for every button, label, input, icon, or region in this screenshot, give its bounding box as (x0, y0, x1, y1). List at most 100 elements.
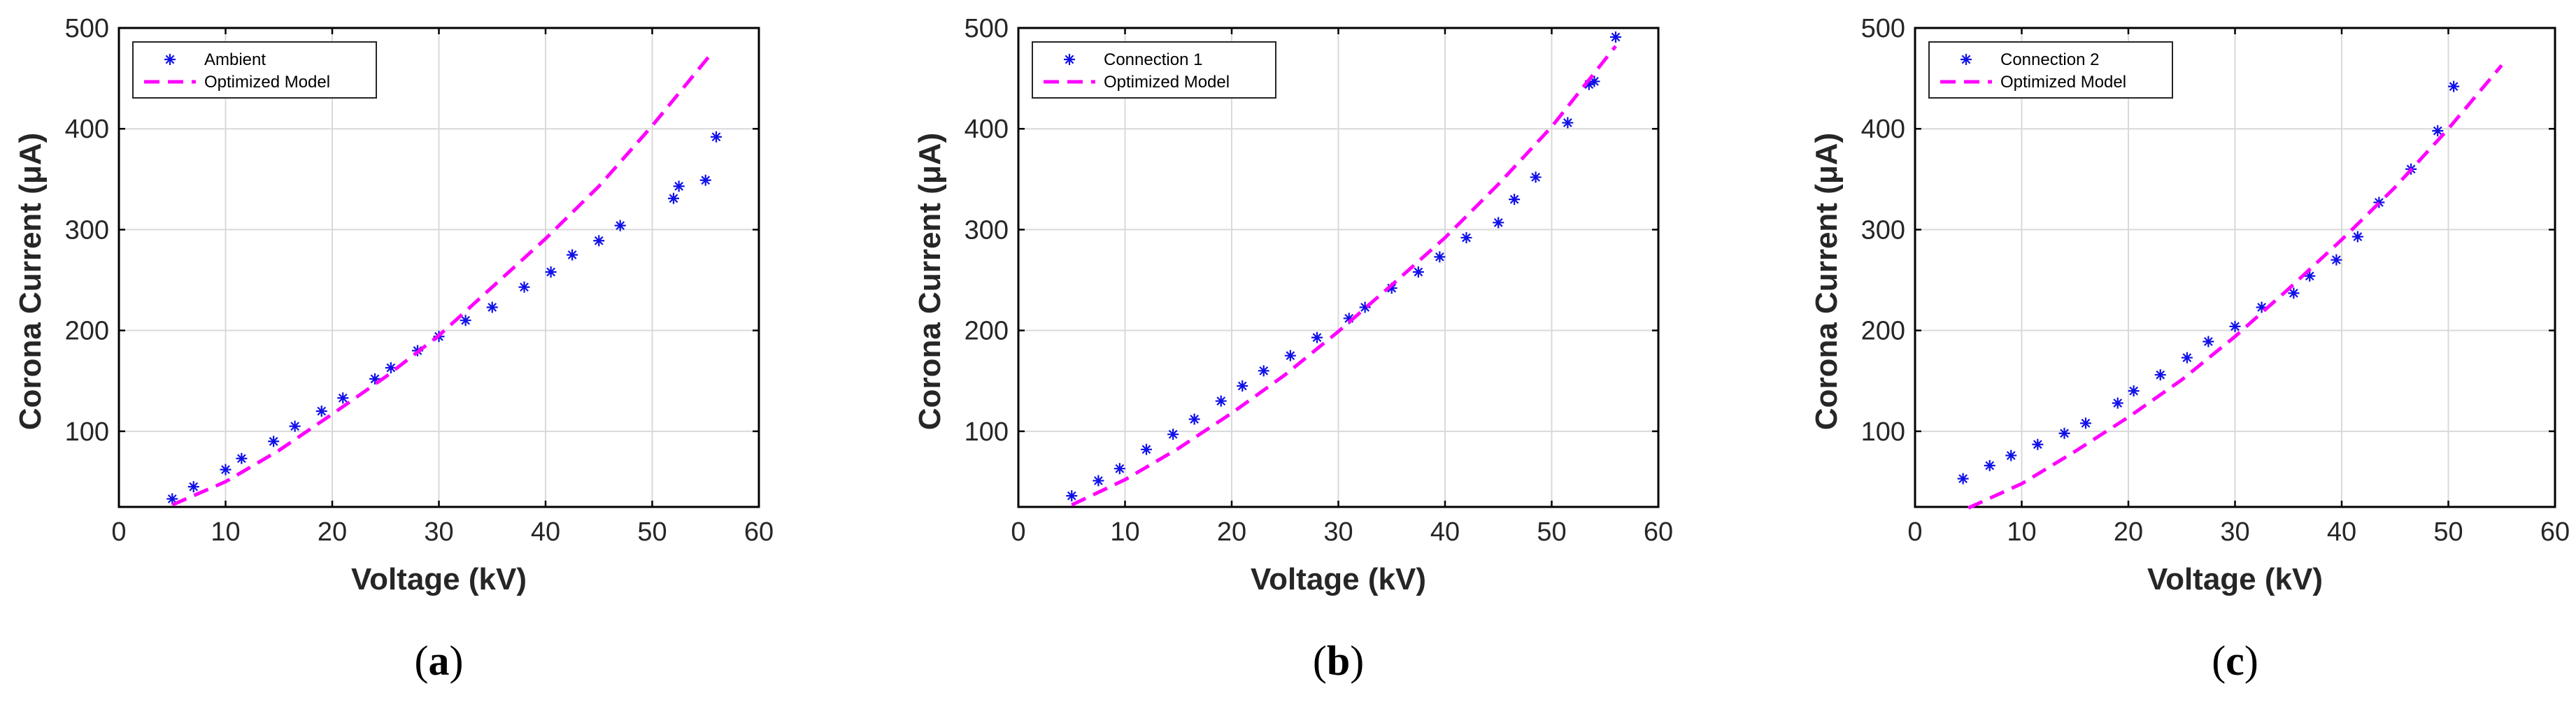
x-axis-title: Voltage (kV) (1251, 562, 1426, 596)
caption-open: ( (1313, 638, 1327, 684)
y-tick-label: 300 (65, 215, 109, 245)
data-point (1412, 266, 1424, 278)
data-point (711, 131, 722, 143)
y-tick-label: 200 (65, 317, 109, 346)
panel-caption: (a) (415, 638, 464, 684)
x-tick-label: 20 (1217, 517, 1246, 547)
data-point (2181, 352, 2193, 364)
data-point (1311, 331, 1323, 343)
data-point (2203, 336, 2214, 348)
data-point (1141, 443, 1152, 455)
chart-panel-c: 0 10 20 30 40 50 60 100 200 300 400 500 Voltage (kV)… (1796, 0, 2576, 702)
panel-caption: (b) (1313, 638, 1364, 684)
y-tick-label: 200 (965, 317, 1009, 346)
data-point (2448, 80, 2460, 92)
data-point (1386, 282, 1397, 294)
data-point (1284, 350, 1296, 361)
data-point (518, 281, 530, 293)
data-point (1258, 365, 1269, 377)
legend-marker-swatch (164, 54, 176, 65)
y-tick-label: 300 (1861, 215, 1905, 245)
x-tick-label: 60 (1644, 517, 1673, 547)
data-point (1588, 76, 1600, 87)
x-tick-label: 50 (637, 517, 667, 547)
y-tick-label: 500 (1861, 14, 1905, 43)
data-point (2128, 385, 2140, 397)
panel-caption: (c) (2212, 638, 2258, 684)
x-tick-label: 10 (211, 517, 240, 547)
data-point (220, 464, 232, 475)
x-axis-title: Voltage (kV) (2147, 562, 2323, 596)
data-point (2256, 301, 2268, 313)
y-tick-label: 200 (1861, 317, 1905, 346)
data-point (236, 452, 248, 464)
data-point (593, 235, 605, 247)
caption-close: ) (450, 638, 464, 684)
data-point (699, 174, 711, 186)
data-point (268, 436, 280, 447)
data-point (668, 192, 679, 204)
data-point (1610, 31, 1621, 43)
data-point (1509, 194, 1521, 206)
data-point (1562, 117, 1574, 129)
data-point (1434, 251, 1446, 263)
y-tick-label: 400 (965, 115, 1009, 144)
x-tick-label: 30 (1323, 517, 1353, 547)
chart-panel-b: 0 10 20 30 40 50 60 100 200 300 400 500 Voltage (kV)… (899, 0, 1758, 702)
x-tick-label: 0 (1011, 517, 1025, 547)
legend-marker-swatch (1961, 54, 1972, 65)
chart-panel-a: 0 10 20 30 40 50 60 100 200 300 400 500 Voltage (kV)… (0, 0, 859, 702)
x-tick-label: 10 (1110, 517, 1139, 547)
caption-letter: a (429, 638, 450, 684)
legend-label: Optimized Model (2000, 73, 2126, 92)
legend-label: Connection 2 (2000, 50, 2099, 69)
chart-svg-c: 0 10 20 30 40 50 60 100 200 300 400 500 Voltage (kV)… (1809, 14, 2570, 684)
x-tick-label: 10 (2007, 517, 2036, 547)
x-tick-label: 30 (424, 517, 453, 547)
data-point (1066, 490, 1078, 502)
y-axis-title: Corona Current (μA) (13, 133, 48, 430)
data-point (2005, 450, 2017, 461)
data-point (1167, 429, 1179, 440)
data-point (1493, 217, 1504, 229)
legend-label: Optimized Model (1104, 73, 1230, 92)
model-line-a (171, 52, 713, 507)
data-point (1113, 463, 1125, 475)
x-tick-label: 30 (2220, 517, 2249, 547)
data-point (1093, 475, 1104, 487)
data-point (2432, 125, 2444, 137)
x-tick-label: 50 (1537, 517, 1566, 547)
data-point (385, 361, 397, 373)
data-point (2288, 287, 2300, 299)
x-tick-label: 0 (111, 517, 126, 547)
data-point (1343, 313, 1355, 324)
legend-box (1032, 41, 1276, 99)
y-tick-label: 400 (1861, 115, 1905, 144)
chart-svg-b: 0 10 20 30 40 50 60 100 200 300 400 500 Voltage (kV)… (913, 14, 1673, 684)
data-point (2112, 397, 2123, 409)
x-tick-label: 40 (1430, 517, 1460, 547)
y-tick-label: 100 (65, 417, 109, 447)
data-point (1530, 171, 1542, 183)
data-point (2331, 254, 2342, 266)
grid-a (119, 28, 759, 507)
x-tick-label: 0 (1907, 517, 1922, 547)
x-tick-label: 60 (2540, 517, 2570, 547)
legend-marker-swatch (1064, 54, 1075, 65)
y-tick-label: 500 (65, 14, 109, 43)
legend-label: Connection 1 (1104, 50, 1202, 69)
grid-c (1915, 28, 2555, 507)
data-point (2229, 320, 2241, 332)
x-tick-label: 60 (744, 517, 774, 547)
legend-box (132, 41, 377, 99)
data-point (1957, 473, 1969, 485)
caption-letter: b (1327, 638, 1350, 684)
data-series-c (1957, 80, 2460, 485)
data-point (315, 406, 327, 417)
data-point (2154, 369, 2166, 381)
data-series-a (166, 131, 722, 505)
legend-b: Connection 1 Optimized Model (1032, 41, 1276, 99)
data-point (1359, 301, 1371, 313)
caption-open: ( (2212, 638, 2226, 684)
data-point (1583, 78, 1595, 90)
